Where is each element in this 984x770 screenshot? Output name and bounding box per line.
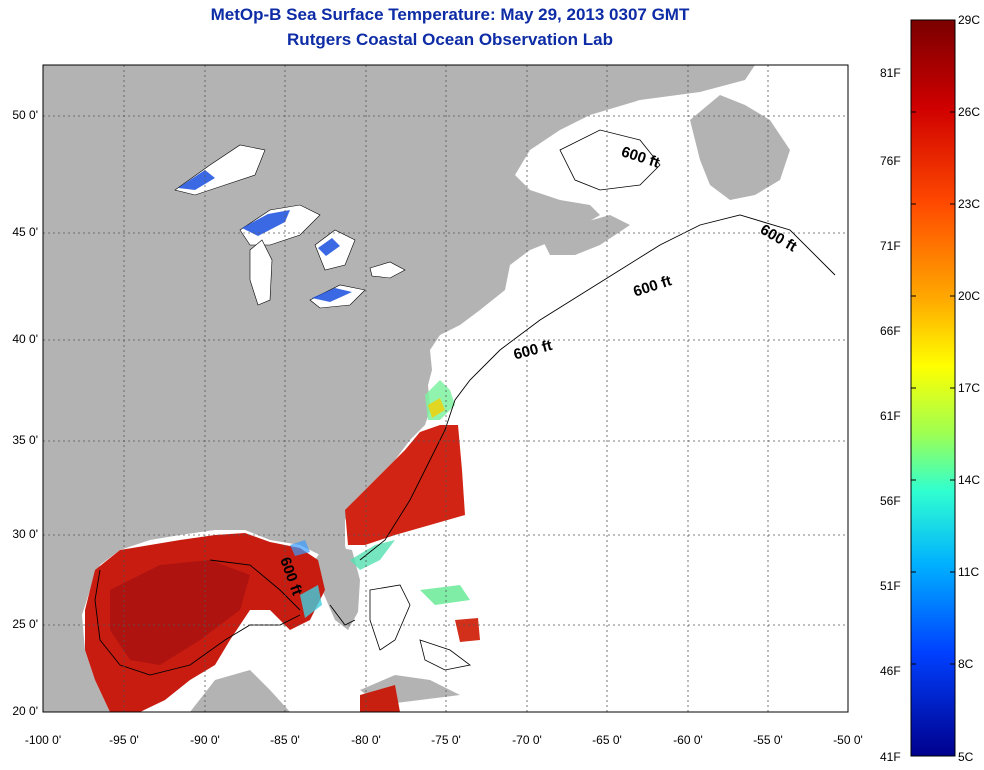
colorbar bbox=[910, 19, 956, 757]
gulf-of-mexico-sst-hot bbox=[110, 560, 250, 665]
lat-tick-25: 25 0' bbox=[12, 617, 38, 631]
cb-fahrenheit-76: 76F bbox=[880, 154, 901, 168]
depth-contour-gulf-shelf bbox=[209, 559, 301, 611]
map-title: MetOp-B Sea Surface Temperature: May 29,… bbox=[210, 5, 690, 24]
bahamas-sst bbox=[455, 618, 480, 642]
lon-tick-65: -65 0' bbox=[592, 733, 622, 747]
lon-tick-50: -50 0' bbox=[833, 733, 863, 747]
lat-tick-50: 50 0' bbox=[12, 108, 38, 122]
colorbar-ticks bbox=[911, 19, 955, 665]
lon-tick-85: -85 0' bbox=[270, 733, 300, 747]
lon-tick-95: -95 0' bbox=[109, 733, 139, 747]
cb-celsius-11: 11C bbox=[958, 565, 980, 579]
cb-celsius-8: 8C bbox=[958, 657, 974, 671]
cb-fahrenheit-81: 81F bbox=[880, 66, 901, 80]
lat-tick-20: 20 0' bbox=[12, 704, 38, 718]
lon-tick-70: -70 0' bbox=[512, 733, 542, 747]
lon-tick-60: -60 0' bbox=[673, 733, 703, 747]
cb-fahrenheit-46: 46F bbox=[880, 664, 901, 678]
graticule bbox=[43, 65, 848, 712]
cb-fahrenheit-66: 66F bbox=[880, 324, 901, 338]
cb-celsius-26: 26C bbox=[958, 105, 981, 119]
lon-tick-90: -90 0' bbox=[190, 733, 220, 747]
florida-land bbox=[315, 545, 360, 630]
cb-celsius-20: 20C bbox=[958, 289, 981, 303]
atlantic-sst-swath bbox=[345, 425, 465, 545]
gulf-cool-patch-2 bbox=[290, 540, 310, 556]
lat-tick-45: 45 0' bbox=[12, 225, 38, 239]
cb-celsius-14: 14C bbox=[958, 473, 981, 487]
lat-tick-35: 35 0' bbox=[12, 433, 38, 447]
newfoundland-land bbox=[690, 95, 790, 200]
cb-fahrenheit-71: 71F bbox=[880, 239, 901, 253]
cb-celsius-17: 17C bbox=[958, 381, 981, 395]
cb-celsius-29: 29C bbox=[958, 13, 981, 27]
lat-tick-40: 40 0' bbox=[12, 332, 38, 346]
maritime-land bbox=[540, 215, 630, 255]
lon-tick-80: -80 0' bbox=[351, 733, 381, 747]
atlantic-sst-yellow bbox=[428, 398, 445, 418]
lon-tick-100: -100 0' bbox=[24, 733, 62, 747]
cb-fahrenheit-61: 61F bbox=[880, 409, 901, 423]
cuba-sst bbox=[360, 685, 400, 712]
yucatan-land bbox=[190, 670, 290, 712]
lon-tick-75: -75 0' bbox=[431, 733, 461, 747]
cb-fahrenheit-56: 56F bbox=[880, 494, 901, 508]
map-subtitle: Rutgers Coastal Ocean Observation Lab bbox=[287, 30, 613, 49]
lon-tick-55: -55 0' bbox=[753, 733, 783, 747]
cb-fahrenheit-51: 51F bbox=[880, 579, 901, 593]
bahamas-banks bbox=[369, 584, 471, 671]
cb-celsius-23: 23C bbox=[958, 197, 981, 211]
map-frame bbox=[42, 64, 849, 713]
cb-fahrenheit-41: 41F bbox=[880, 750, 901, 764]
lat-tick-30: 30 0' bbox=[12, 527, 38, 541]
gulf-cool-patch bbox=[300, 585, 322, 618]
cb-celsius-5: 5C bbox=[958, 750, 974, 764]
florida-east-sst bbox=[350, 540, 395, 570]
bahamas-sst-cool bbox=[420, 585, 470, 605]
great-lakes-sst bbox=[178, 170, 352, 302]
